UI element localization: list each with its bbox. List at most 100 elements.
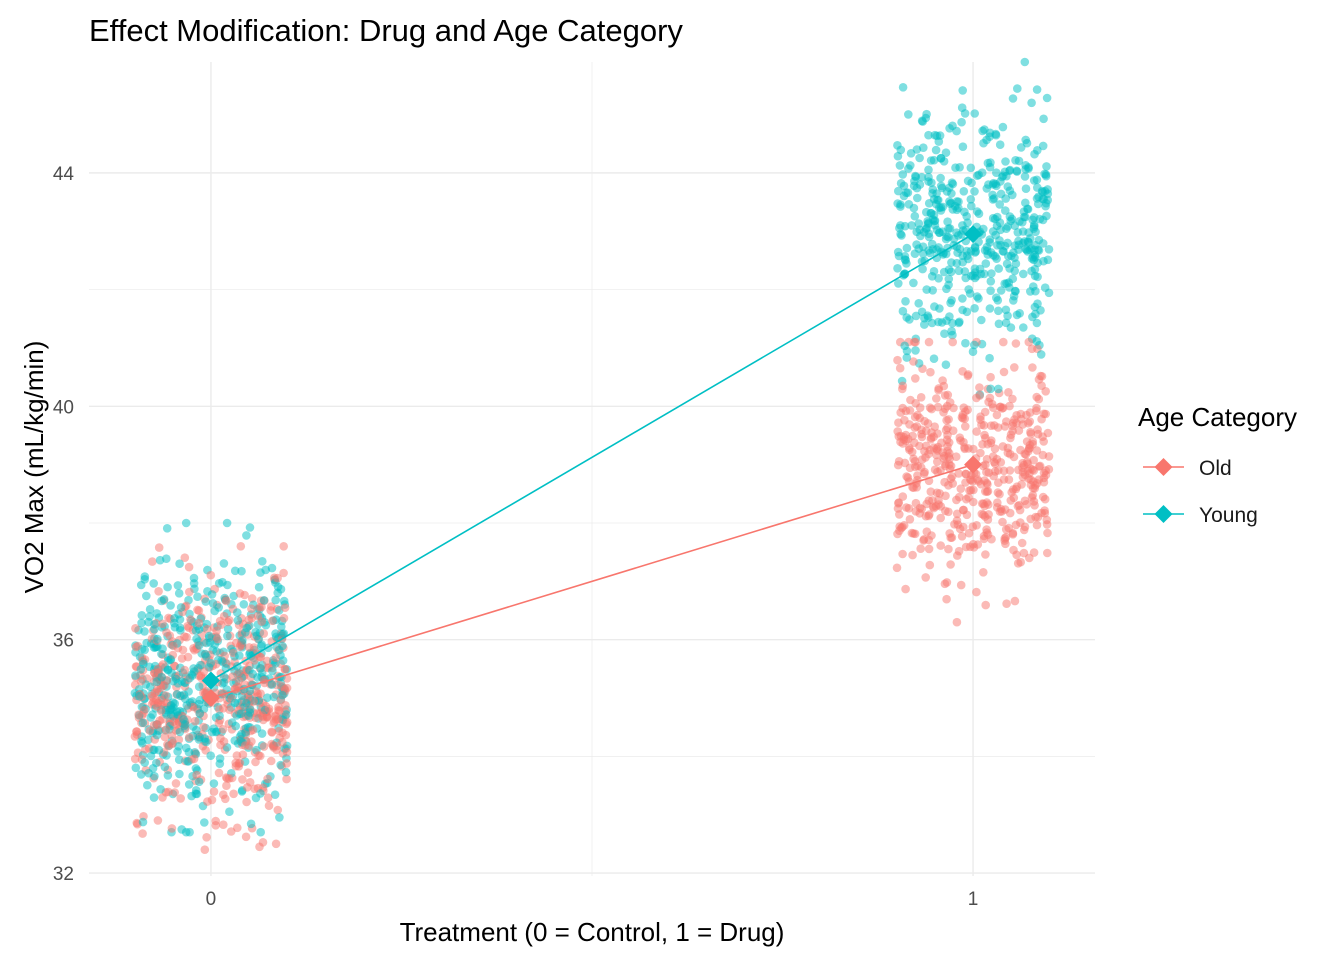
data-point bbox=[905, 315, 914, 324]
data-point bbox=[1001, 194, 1010, 203]
data-point bbox=[214, 603, 223, 612]
data-point bbox=[225, 807, 234, 816]
data-point bbox=[250, 784, 259, 794]
data-point bbox=[261, 565, 271, 575]
data-point bbox=[166, 700, 176, 710]
mean-marker bbox=[201, 671, 220, 690]
data-point bbox=[898, 170, 908, 179]
data-point bbox=[214, 579, 224, 588]
data-point bbox=[162, 524, 172, 533]
data-point bbox=[911, 171, 920, 181]
data-point bbox=[926, 156, 936, 165]
data-point bbox=[915, 180, 925, 189]
mean-marker bbox=[964, 455, 983, 474]
data-point bbox=[956, 436, 965, 445]
data-point bbox=[194, 777, 204, 787]
data-point bbox=[977, 315, 986, 325]
data-point bbox=[189, 664, 198, 673]
data-point bbox=[202, 737, 211, 747]
data-point bbox=[257, 641, 266, 651]
data-point bbox=[183, 621, 192, 631]
data-point bbox=[213, 634, 222, 644]
data-point bbox=[176, 691, 185, 701]
data-point bbox=[928, 496, 937, 505]
data-point bbox=[276, 584, 286, 594]
data-point bbox=[926, 487, 936, 497]
data-point bbox=[947, 178, 957, 187]
data-point bbox=[936, 173, 945, 183]
data-point bbox=[162, 554, 171, 563]
x-tick-label: 1 bbox=[968, 889, 979, 910]
data-point bbox=[249, 697, 258, 706]
data-point bbox=[257, 729, 267, 738]
legend-label: Old bbox=[1199, 457, 1232, 480]
data-point bbox=[206, 570, 216, 580]
legend: Age Category Old Young bbox=[1138, 402, 1297, 527]
data-point bbox=[143, 780, 152, 790]
data-point bbox=[986, 286, 995, 296]
data-point bbox=[964, 285, 973, 294]
data-point bbox=[247, 613, 257, 623]
data-point bbox=[936, 513, 945, 523]
chart-title: Effect Modification: Drug and Age Catego… bbox=[89, 13, 683, 48]
data-point bbox=[893, 355, 902, 365]
data-point bbox=[270, 790, 280, 799]
y-axis-title: VO2 Max (mL/kg/min) bbox=[19, 341, 49, 594]
data-point bbox=[985, 304, 995, 313]
data-point bbox=[174, 755, 184, 764]
data-point bbox=[1002, 171, 1011, 181]
data-point bbox=[919, 469, 929, 479]
data-point bbox=[1038, 492, 1048, 502]
data-point bbox=[1030, 245, 1039, 255]
data-point bbox=[150, 620, 159, 629]
data-point bbox=[1008, 274, 1018, 284]
data-point bbox=[1002, 259, 1012, 269]
data-point bbox=[994, 466, 1003, 475]
data-point bbox=[166, 601, 175, 610]
data-point bbox=[1035, 461, 1045, 471]
data-point bbox=[1035, 214, 1045, 224]
data-point bbox=[966, 163, 976, 173]
data-point bbox=[163, 665, 173, 674]
data-point bbox=[926, 435, 936, 444]
data-point bbox=[1044, 245, 1054, 254]
data-point bbox=[138, 829, 147, 838]
data-point bbox=[222, 518, 232, 528]
data-point bbox=[1029, 455, 1038, 465]
data-point bbox=[220, 672, 229, 682]
data-point bbox=[977, 168, 987, 177]
data-point bbox=[160, 762, 170, 772]
data-point bbox=[170, 788, 179, 797]
y-tick-label: 36 bbox=[53, 631, 74, 652]
data-point bbox=[160, 732, 170, 742]
data-point bbox=[961, 273, 970, 283]
data-point bbox=[180, 665, 189, 675]
data-point bbox=[199, 722, 208, 732]
data-point bbox=[152, 609, 162, 618]
data-point bbox=[251, 793, 261, 803]
data-point bbox=[936, 181, 946, 191]
data-point bbox=[177, 825, 186, 834]
data-point bbox=[927, 272, 937, 281]
data-point bbox=[938, 227, 947, 236]
data-point bbox=[918, 242, 928, 251]
data-point bbox=[1016, 557, 1025, 567]
data-point bbox=[263, 693, 272, 702]
data-point bbox=[907, 221, 916, 230]
data-point bbox=[940, 391, 950, 400]
data-point bbox=[961, 338, 970, 348]
data-point bbox=[994, 264, 1003, 273]
data-point bbox=[1026, 475, 1036, 485]
data-point bbox=[917, 429, 926, 439]
data-point bbox=[972, 393, 981, 403]
data-point bbox=[898, 381, 908, 391]
data-point bbox=[1003, 311, 1012, 321]
data-point bbox=[942, 594, 951, 604]
data-point bbox=[1010, 596, 1020, 606]
data-point bbox=[167, 824, 177, 833]
data-point bbox=[140, 758, 149, 767]
data-point bbox=[1009, 296, 1018, 305]
data-point bbox=[150, 771, 159, 781]
data-point bbox=[995, 200, 1004, 209]
